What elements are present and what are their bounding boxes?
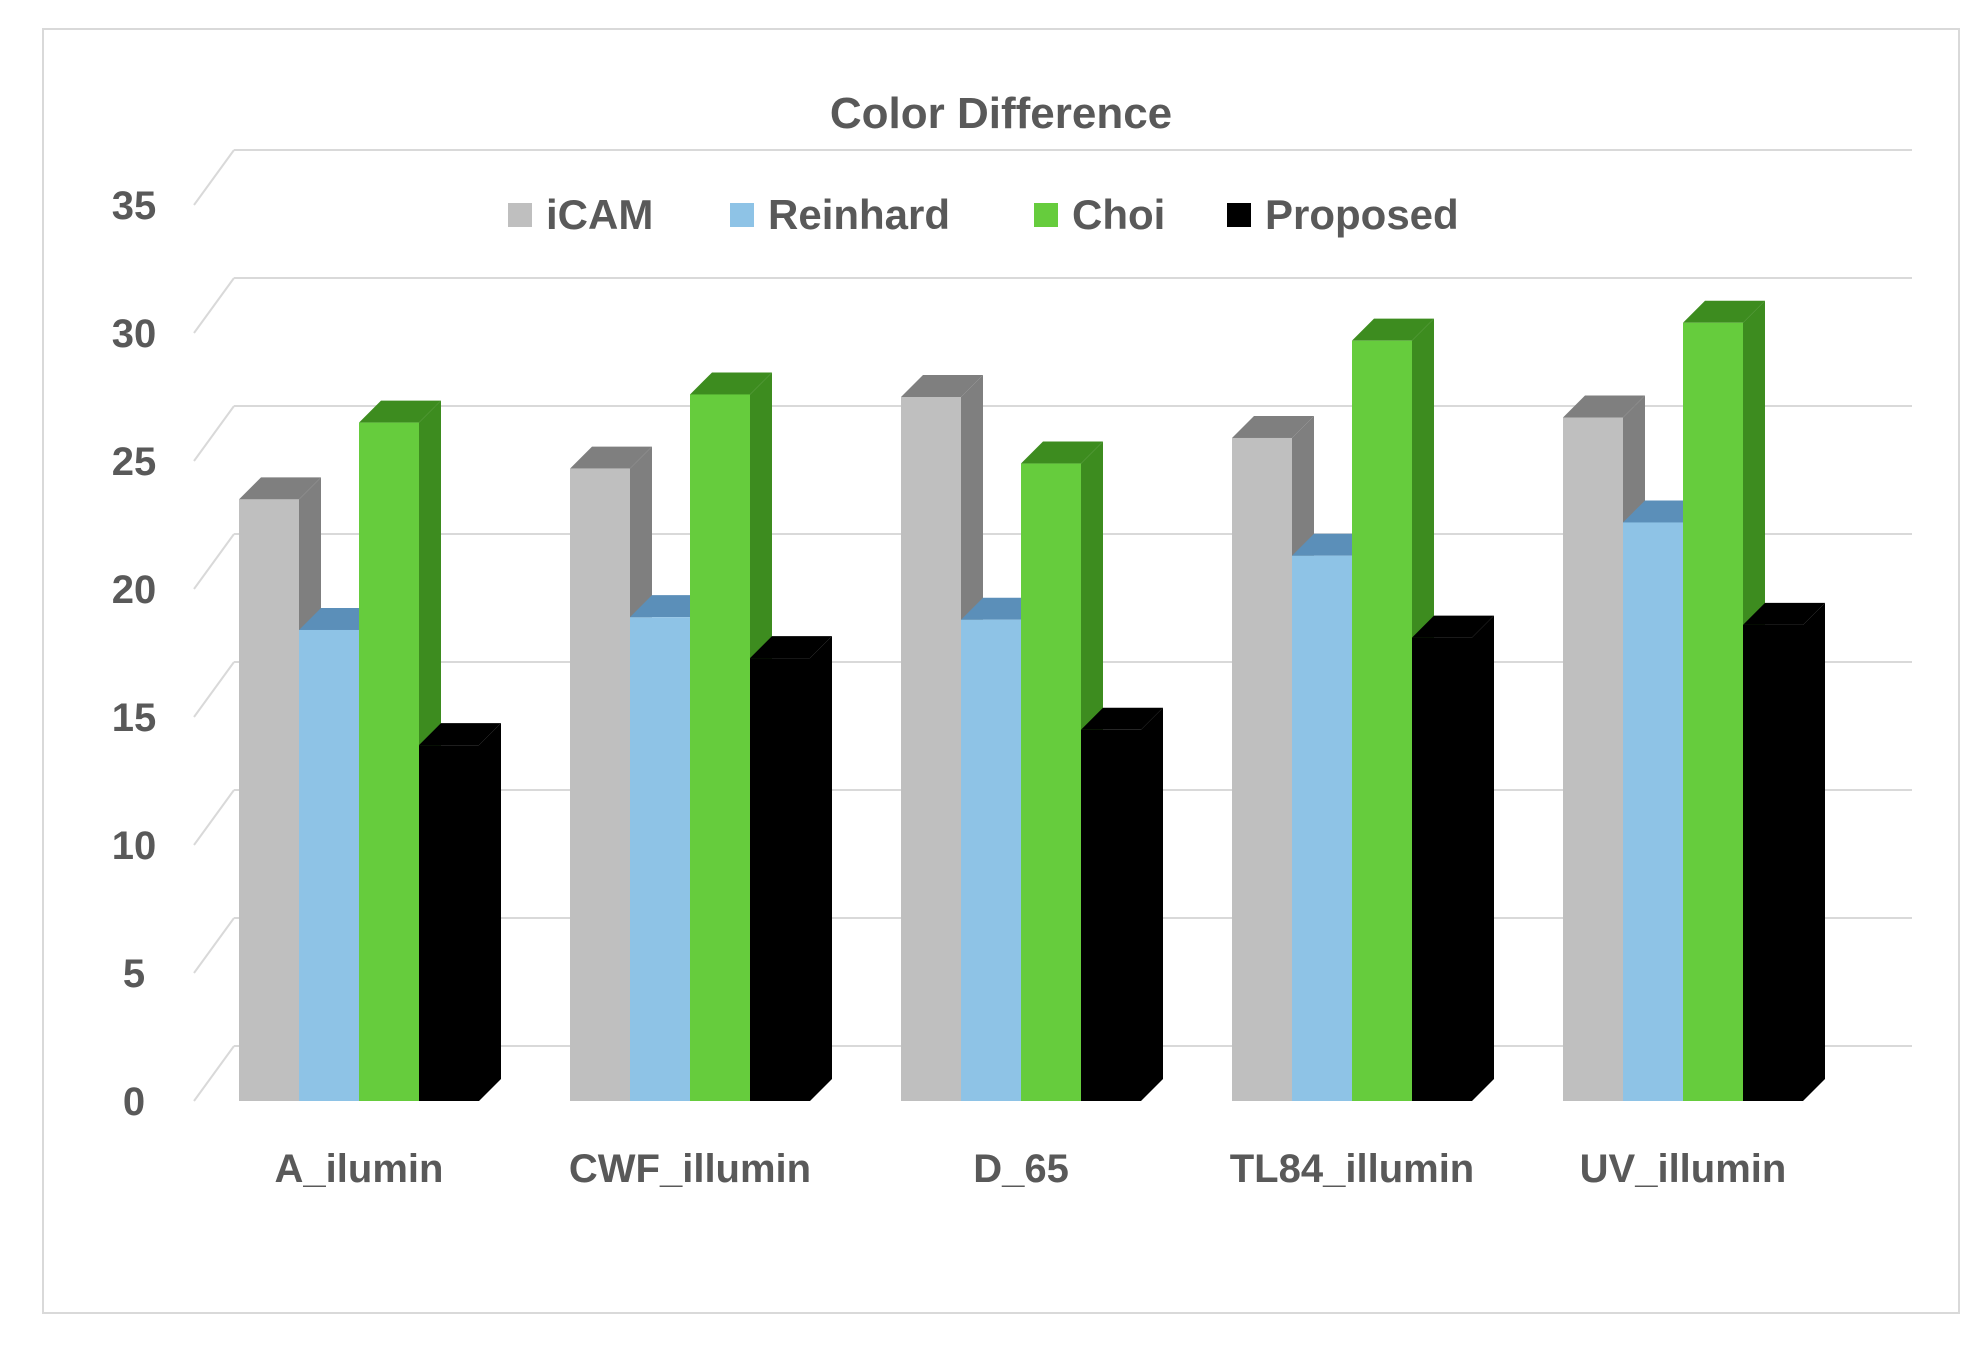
legend-swatch (1227, 203, 1251, 227)
x-axis-categories: A_ilumin CWF_illumin D_65 TL84_illumin UV_il… (275, 1147, 1787, 1191)
y-tick-label: 10 (112, 824, 157, 868)
legend-label: Choi (1072, 191, 1165, 238)
bar-side (1803, 602, 1825, 1101)
y-tick-label: 20 (112, 568, 157, 612)
bar-chart: Color Difference 0 5 10 15 20 25 30 35 A_ilumin… (112, 89, 1912, 1191)
gridline-slant (193, 917, 235, 974)
legend-item-choi: Choi (1034, 191, 1165, 238)
bar-side (479, 723, 501, 1101)
x-category-label: UV_illumin (1580, 1147, 1787, 1191)
bar-top (1352, 318, 1434, 341)
bar-top (1683, 300, 1765, 323)
chart-area: Color Difference 0 5 10 15 20 25 30 35 A_ilumin… (42, 28, 1960, 1314)
bar-front (570, 468, 630, 1101)
gridline-slant (193, 149, 235, 206)
bar-front (299, 629, 359, 1101)
legend-swatch (730, 203, 754, 227)
bar-front (1081, 729, 1141, 1101)
x-category-label: D_65 (973, 1147, 1069, 1191)
legend-swatch (1034, 203, 1058, 227)
bar-front (239, 499, 299, 1101)
y-tick-label: 5 (123, 952, 145, 996)
bar-top (239, 477, 321, 500)
bar-side (810, 636, 832, 1101)
bar-front (359, 422, 419, 1102)
bar-front (419, 745, 479, 1101)
bar-front (750, 658, 810, 1101)
bar-proposed-2 (1081, 707, 1163, 1101)
legend-label: iCAM (546, 191, 653, 238)
gridline-slant (193, 789, 235, 846)
bar-top (750, 636, 832, 659)
legend-label: Proposed (1265, 191, 1459, 238)
bar-proposed-4 (1743, 602, 1825, 1101)
bar-front (1743, 624, 1803, 1101)
bar-top (1081, 707, 1163, 730)
bar-proposed-0 (419, 723, 501, 1101)
bar-top (570, 446, 652, 469)
bar-side (1141, 707, 1163, 1101)
bar-front (1563, 417, 1623, 1102)
legend: iCAM Reinhard Choi Proposed (508, 191, 1459, 238)
bar-top (1021, 441, 1103, 464)
gridline-slant (193, 277, 235, 334)
bar-top (901, 375, 983, 397)
x-category-label: CWF_illumin (569, 1147, 811, 1191)
bar-side (1472, 615, 1494, 1101)
bar-front (1412, 637, 1472, 1101)
bar-proposed-1 (750, 636, 832, 1101)
y-axis-ticks: 0 5 10 15 20 25 30 35 (112, 184, 157, 1124)
y-tick-label: 35 (112, 184, 157, 228)
gridline-slant (193, 533, 235, 590)
bar-top (1232, 415, 1314, 438)
bar-front (961, 619, 1021, 1101)
bar-front (1683, 322, 1743, 1101)
bar-top (419, 723, 501, 746)
bar-proposed-3 (1412, 615, 1494, 1101)
bar-front (901, 397, 961, 1101)
bar-front (690, 394, 750, 1101)
bar-top (1743, 602, 1825, 625)
gridline-slant (193, 1045, 235, 1102)
x-category-label: TL84_illumin (1230, 1147, 1475, 1191)
bar-front (630, 617, 690, 1101)
bar-front (1292, 555, 1352, 1101)
bar-front (1352, 340, 1412, 1101)
legend-item-proposed: Proposed (1227, 191, 1459, 238)
y-tick-label: 25 (112, 440, 157, 484)
bar-front (1232, 437, 1292, 1102)
gridline-slant (193, 405, 235, 462)
y-tick-label: 30 (112, 312, 157, 356)
chart-title: Color Difference (830, 89, 1172, 138)
bar-front (1623, 522, 1683, 1101)
gridline-slant (193, 661, 235, 718)
legend-item-reinhard: Reinhard (730, 191, 950, 238)
legend-label: Reinhard (768, 191, 950, 238)
bar-front (1021, 463, 1081, 1101)
legend-swatch (508, 203, 532, 227)
x-category-label: A_ilumin (275, 1147, 444, 1191)
bars (239, 300, 1825, 1102)
bar-top (690, 372, 772, 395)
legend-item-icam: iCAM (508, 191, 653, 238)
y-tick-label: 15 (112, 696, 157, 740)
bar-top (1563, 395, 1645, 418)
bar-top (359, 400, 441, 423)
bar-top (1412, 615, 1494, 638)
y-tick-label: 0 (123, 1080, 145, 1124)
